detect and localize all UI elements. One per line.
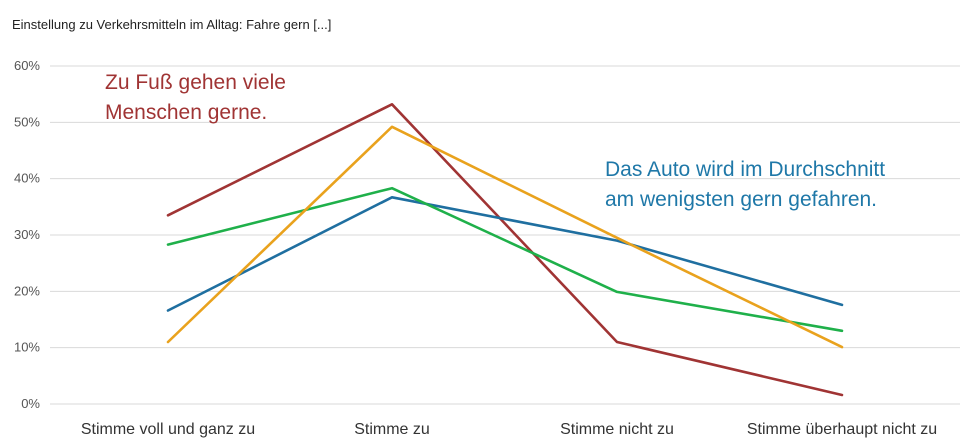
- series-line-3: [166, 186, 844, 333]
- series-line-4: [166, 125, 844, 349]
- x-tick-label: Stimme nicht zu: [560, 421, 674, 438]
- y-tick-label: 10%: [14, 340, 40, 355]
- y-tick-label: 0%: [21, 396, 40, 411]
- annotation-walking-line-2: Menschen gerne.: [105, 101, 268, 124]
- annotation-car-line-1: Das Auto wird im Durchschnitt: [605, 158, 886, 181]
- series-line-1: [166, 103, 844, 397]
- annotation-walking: Zu Fuß gehen viele Menschen gerne.: [105, 68, 365, 128]
- y-tick-label: 40%: [14, 171, 40, 186]
- x-tick-label: Stimme überhaupt nicht zu: [747, 421, 937, 438]
- y-tick-label: 60%: [14, 58, 40, 73]
- y-axis-ticks: 0% 10% 20% 30% 40% 50% 60%: [14, 58, 40, 411]
- y-tick-label: 30%: [14, 227, 40, 242]
- series-line-2: [166, 196, 844, 312]
- annotation-walking-line-1: Zu Fuß gehen viele: [105, 71, 286, 94]
- series-lines: [166, 103, 844, 397]
- annotation-car-line-2: am wenigsten gern gefahren.: [605, 188, 878, 211]
- x-tick-label: Stimme zu: [354, 421, 430, 438]
- chart-title: Einstellung zu Verkehrsmitteln im Alltag…: [12, 17, 332, 32]
- x-tick-label: Stimme voll und ganz zu: [81, 421, 255, 438]
- gridlines: [50, 65, 960, 405]
- y-tick-label: 50%: [14, 114, 40, 129]
- x-axis-ticks: Stimme voll und ganz zu Stimme zu Stimme n…: [81, 421, 937, 438]
- y-tick-label: 20%: [14, 283, 40, 298]
- annotation-car: Das Auto wird im Durchschnitt am wenigst…: [605, 155, 945, 215]
